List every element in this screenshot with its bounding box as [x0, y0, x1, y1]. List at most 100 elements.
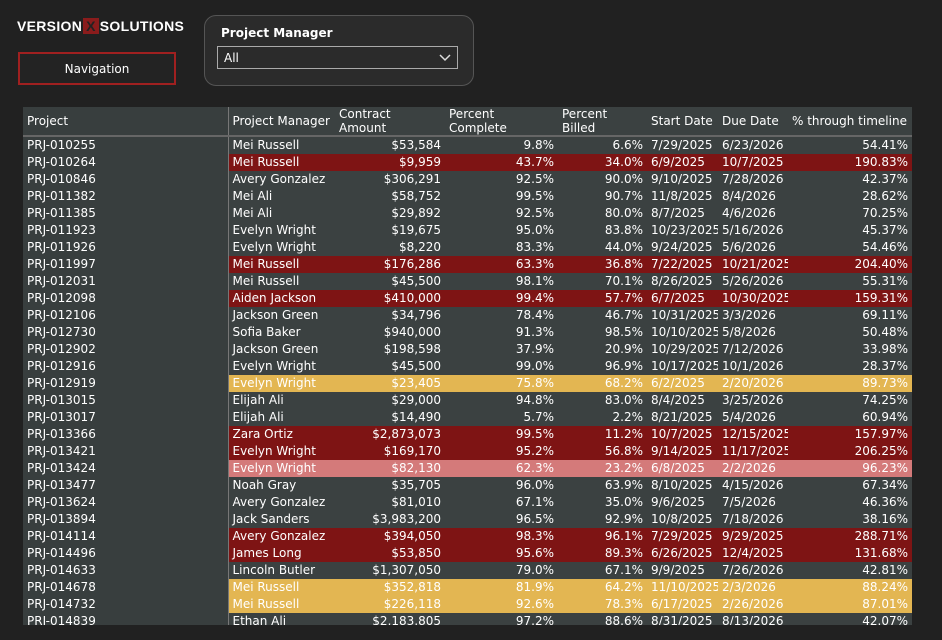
table-cell: 6/17/2025 [647, 596, 718, 613]
table-row[interactable]: PRJ-010255 Mei Russell $53,584 9.8% 6.6% 7/29… [23, 136, 912, 154]
table-row[interactable]: PRJ-011382 Mei Ali $58,752 99.5% 90.7% 11/8/2… [23, 188, 912, 205]
table-row[interactable]: PRJ-012902 Jackson Green $198,598 37.9% 20.9… [23, 341, 912, 358]
table-row[interactable]: PRJ-013421 Evelyn Wright $169,170 95.2% 56.8… [23, 443, 912, 460]
table-cell: PRJ-014114 [23, 528, 229, 545]
table-row[interactable]: PRJ-013017 Elijah Ali $14,490 5.7% 2.2% 8/21/… [23, 409, 912, 426]
table-cell: $58,752 [391, 189, 441, 203]
table-cell: 10/7/2025 [718, 154, 788, 171]
table-row[interactable]: PRJ-013424 Evelyn Wright $82,130 62.3% 23.2%… [23, 460, 912, 477]
data-table: Project Project Manager Contract Amount Per… [23, 107, 912, 625]
table-row[interactable]: PRJ-012031 Mei Russell $45,500 98.1% 70.1% 8/… [23, 273, 912, 290]
table-row[interactable]: PRJ-012916 Evelyn Wright $45,500 99.0% 96.9%… [23, 358, 912, 375]
table-row[interactable]: PRJ-012730 Sofia Baker $940,000 91.3% 98.5% 1… [23, 324, 912, 341]
table-cell: $23,405 [335, 375, 445, 392]
table-row[interactable]: PRJ-011997 Mei Russell $176,286 63.3% 36.8% 7… [23, 256, 912, 273]
table-cell: 43.7% [445, 154, 558, 171]
table-row[interactable]: PRJ-014633 Lincoln Butler $1,307,050 79.0% 6… [23, 562, 912, 579]
table-cell: 44.0% [604, 240, 643, 254]
table-row[interactable]: PRJ-014496 James Long $53,850 95.6% 89.3% 6/2… [23, 545, 912, 562]
table-cell: Mei Russell [232, 274, 300, 288]
table-row[interactable]: PRJ-013624 Avery Gonzalez $81,010 67.1% 35.0… [23, 494, 912, 511]
table-row[interactable]: PRJ-014114 Avery Gonzalez $394,050 98.3% 96.… [23, 528, 912, 545]
table-cell: $82,130 [335, 460, 445, 477]
table-cell: $81,010 [391, 495, 441, 509]
table-row[interactable]: PRJ-011923 Evelyn Wright $19,675 95.0% 83.8%… [23, 222, 912, 239]
table-row[interactable]: PRJ-012098 Aiden Jackson $410,000 99.4% 57.7… [23, 290, 912, 307]
table-cell: Zara Ortiz [228, 426, 335, 443]
table-cell: PRJ-014678 [23, 579, 229, 596]
column-header[interactable]: Due Date [718, 107, 788, 137]
table-row[interactable]: PRJ-010264 Mei Russell $9,959 43.7% 34.0% 6/9… [23, 154, 912, 171]
table-row[interactable]: PRJ-013366 Zara Ortiz $2,873,073 99.5% 11.2%… [23, 426, 912, 443]
column-header[interactable]: Project [23, 107, 229, 137]
table-row[interactable]: PRJ-014732 Mei Russell $226,118 92.6% 78.3% 6… [23, 596, 912, 613]
table-cell: 67.1% [515, 495, 554, 509]
table-row[interactable]: PRJ-013477 Noah Gray $35,705 96.0% 63.9% 8/10… [23, 477, 912, 494]
table-cell: PRJ-012031 [23, 273, 229, 290]
table-cell: 3/25/2026 [722, 393, 784, 407]
table-cell: 8/31/2025 [651, 614, 713, 625]
table-row[interactable]: PRJ-011385 Mei Ali $29,892 92.5% 80.0% 8/7/20… [23, 205, 912, 222]
table-cell: Jackson Green [232, 342, 319, 356]
table-row[interactable]: PRJ-013894 Jack Sanders $3,983,200 96.5% 92.… [23, 511, 912, 528]
table-cell: 68.2% [558, 375, 647, 392]
table-cell: 12/15/2025 [718, 426, 788, 443]
table-cell: $352,818 [335, 579, 445, 596]
table-row[interactable]: PRJ-012106 Jackson Green $34,796 78.4% 46.7%… [23, 307, 912, 324]
table-cell: 5/26/2026 [722, 274, 784, 288]
table-cell: PRJ-012916 [23, 358, 229, 375]
table-cell: $35,705 [391, 478, 441, 492]
table-cell: 92.5% [515, 206, 554, 220]
table-cell: Jack Sanders [232, 512, 310, 526]
table-row[interactable]: PRJ-010846 Avery Gonzalez $306,291 92.5% 90.… [23, 171, 912, 188]
table-row[interactable]: PRJ-014839 Ethan Ali $2,183,805 97.2% 88.6% 8… [23, 613, 912, 625]
table-cell: 11/17/2025 [718, 443, 788, 460]
table-row[interactable]: PRJ-011926 Evelyn Wright $8,220 83.3% 44.0% 9… [23, 239, 912, 256]
table-cell: PRJ-012106 [23, 307, 229, 324]
table-cell: 79.0% [515, 563, 554, 577]
table-cell: 2.2% [612, 410, 644, 424]
table-cell: $45,500 [391, 359, 441, 373]
table-cell: Mei Russell [228, 579, 335, 596]
table-cell: 64.2% [558, 579, 647, 596]
table-cell: PRJ-010846 [23, 171, 229, 188]
table-row[interactable]: PRJ-013015 Elijah Ali $29,000 94.8% 83.0% 8/4… [23, 392, 912, 409]
table-cell: 36.8% [558, 256, 647, 273]
dropdown[interactable]: All [217, 46, 458, 69]
table-cell: 8/7/2025 [651, 206, 705, 220]
column-header[interactable]: Percent Billed [558, 107, 647, 137]
column-header[interactable]: Start Date [647, 107, 718, 137]
table-cell: 99.5% [515, 189, 554, 203]
table-cell: 7/12/2026 [722, 342, 784, 356]
table-cell: 7/28/2026 [722, 172, 784, 186]
table-cell: $176,286 [335, 256, 445, 273]
table-cell: 98.3% [445, 528, 558, 545]
table-cell: 98.1% [515, 274, 554, 288]
table-cell: $29,000 [391, 393, 441, 407]
table-cell: 3/3/2026 [722, 308, 776, 322]
table-row[interactable]: PRJ-012919 Evelyn Wright $23,405 75.8% 68.2%… [23, 375, 912, 392]
table-cell: 288.71% [788, 528, 912, 545]
column-header[interactable]: Project Manager [228, 107, 335, 137]
slicer-title: Project Manager [221, 26, 333, 40]
column-header[interactable]: Contract Amount [335, 107, 445, 137]
table-cell: 7/29/2025 [651, 138, 713, 152]
table-cell: PRJ-011926 [23, 239, 229, 256]
table-cell: 10/23/2025 [651, 223, 718, 237]
logo-mark: X [83, 18, 99, 34]
table-cell: 9.8% [523, 138, 555, 152]
table-cell: 5/16/2026 [722, 223, 784, 237]
column-header[interactable]: Percent Complete [445, 107, 558, 137]
table-cell: 6/8/2025 [647, 460, 718, 477]
table-cell: PRJ-014839 [23, 613, 229, 625]
table: Project Project Manager Contract Amount Per… [23, 107, 912, 625]
table-cell: 38.16% [862, 512, 908, 526]
table-cell: 4/6/2026 [722, 206, 776, 220]
navigation-button[interactable]: Navigation [18, 52, 176, 85]
table-cell: Avery Gonzalez [228, 528, 335, 545]
column-header[interactable]: % through timeline [788, 107, 912, 137]
table-cell: 190.83% [788, 154, 912, 171]
table-cell: 70.25% [862, 206, 908, 220]
table-row[interactable]: PRJ-014678 Mei Russell $352,818 81.9% 64.2% 1… [23, 579, 912, 596]
